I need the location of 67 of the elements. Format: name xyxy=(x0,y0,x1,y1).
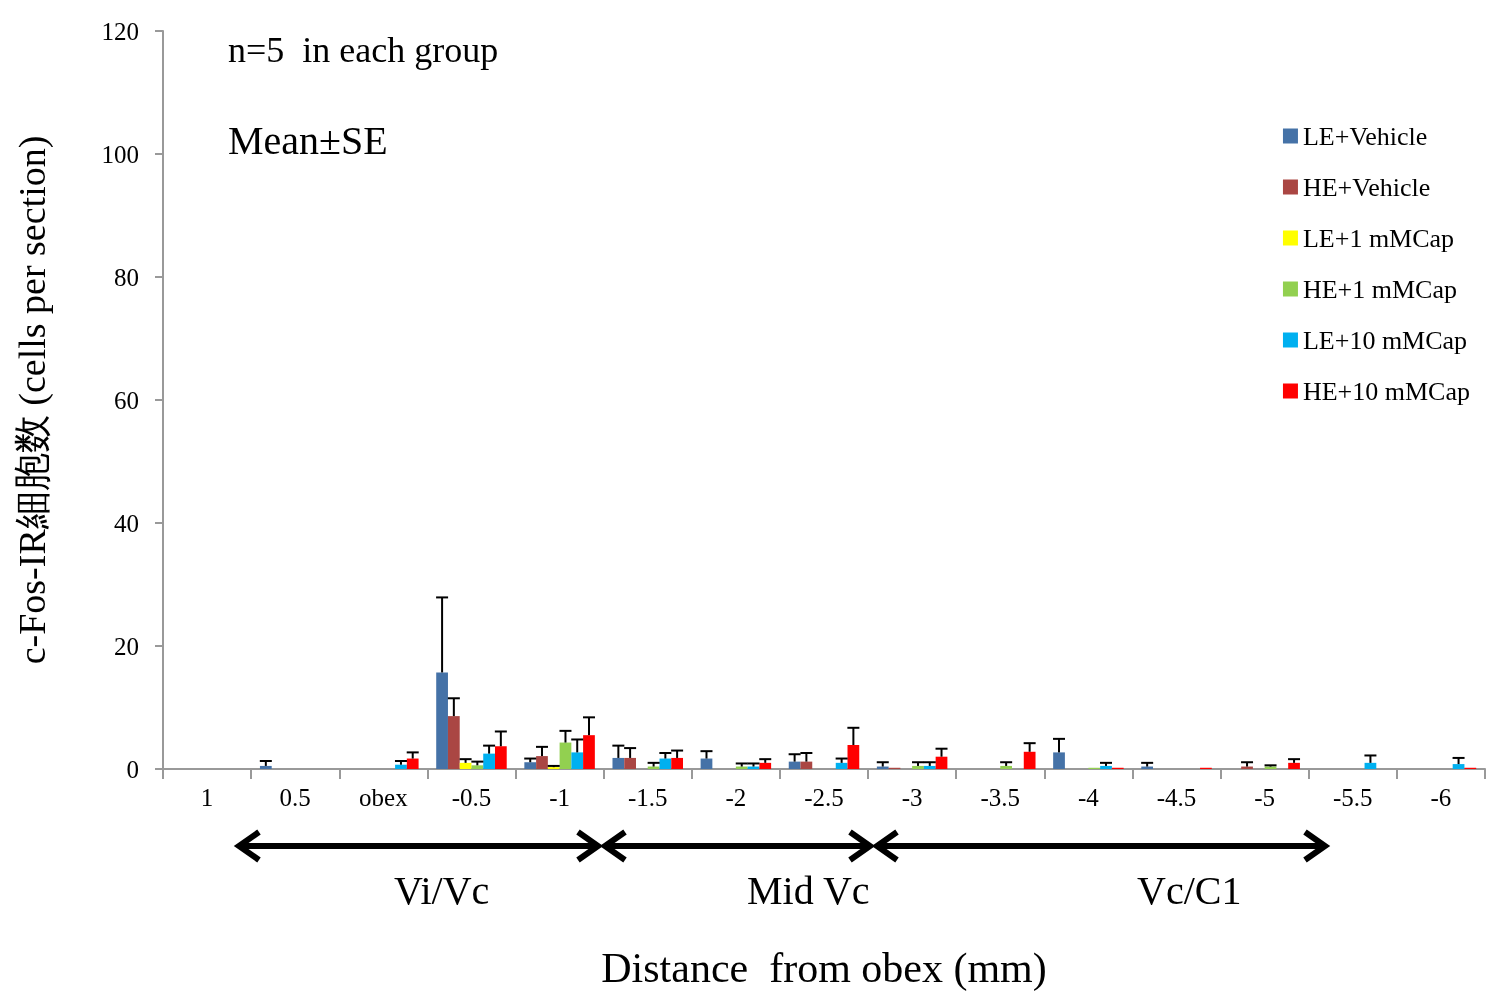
bar xyxy=(571,752,584,769)
x-tick-label: -2 xyxy=(725,784,747,811)
x-tick-label: -1.5 xyxy=(627,784,668,811)
bar xyxy=(612,757,625,769)
y-tick-label: 80 xyxy=(114,263,139,291)
bar xyxy=(524,762,537,769)
x-tick-label: -0.5 xyxy=(451,784,492,811)
x-tick-label: obex xyxy=(359,784,409,811)
x-tick-label: -4 xyxy=(1077,784,1100,811)
bar xyxy=(624,757,636,769)
bar xyxy=(1000,765,1013,769)
text: Vc/C1 xyxy=(1137,867,1242,913)
bar xyxy=(759,762,772,769)
x-tick-label: -3 xyxy=(901,784,923,811)
legend-label: HE+10 mMCap xyxy=(1302,376,1470,406)
bar xyxy=(395,764,407,769)
bar xyxy=(536,756,548,769)
bar xyxy=(436,672,448,769)
legend-label: LE+10 mMCap xyxy=(1302,325,1468,355)
x-tick-label: 0.5 xyxy=(279,784,311,811)
bar xyxy=(923,765,936,769)
x-tick-label: -6 xyxy=(1430,784,1452,811)
legend-label: LE+1 mMCap xyxy=(1302,223,1455,253)
bar xyxy=(1053,752,1065,769)
bar xyxy=(659,758,672,769)
bar xyxy=(471,765,484,769)
text: Mid Vc xyxy=(747,867,870,913)
bar xyxy=(447,716,460,769)
x-tick-label: -1 xyxy=(549,784,571,811)
x-tick-label: -2.5 xyxy=(804,784,844,811)
y-axis-title: c-Fos-IR細胞数 (cells per section) xyxy=(11,135,54,665)
x-tick-label: -5.5 xyxy=(1333,784,1373,811)
annotation: n=5 in each group xyxy=(228,30,499,70)
bar xyxy=(406,758,419,769)
bar xyxy=(259,765,272,769)
bar xyxy=(671,757,683,769)
bar xyxy=(835,762,848,769)
bar xyxy=(559,742,572,769)
x-tick-label: -5 xyxy=(1254,784,1276,811)
text: Vi/Vc xyxy=(394,867,490,913)
legend-label: LE+Vehicle xyxy=(1302,121,1428,151)
y-tick-label: 120 xyxy=(101,17,139,45)
bar xyxy=(1364,762,1377,769)
y-tick-label: 60 xyxy=(114,386,139,414)
bar xyxy=(1100,765,1112,769)
x-tick-label: 1 xyxy=(200,784,214,811)
legend-label: HE+1 mMCap xyxy=(1302,274,1457,304)
bar xyxy=(1288,762,1300,769)
bar xyxy=(583,735,595,769)
bar xyxy=(1452,764,1465,769)
y-tick-label: 40 xyxy=(114,509,139,537)
y-tick-label: 100 xyxy=(101,140,139,168)
x-tick-label: -3.5 xyxy=(980,784,1021,811)
annotation: Mean±SE xyxy=(228,117,388,163)
bar xyxy=(912,765,924,769)
bar xyxy=(935,756,948,769)
bar xyxy=(459,762,472,769)
bar xyxy=(494,746,507,769)
bar xyxy=(800,761,813,769)
x-tick-label: -4.5 xyxy=(1156,784,1197,811)
legend-label: HE+Vehicle xyxy=(1302,172,1431,202)
bar xyxy=(483,753,495,769)
y-tick-label: 20 xyxy=(114,632,139,660)
x-axis-title: Distance from obex (mm) xyxy=(601,945,1047,992)
y-tick-label: 0 xyxy=(126,755,139,783)
bar xyxy=(1023,751,1036,769)
bar xyxy=(847,745,860,769)
